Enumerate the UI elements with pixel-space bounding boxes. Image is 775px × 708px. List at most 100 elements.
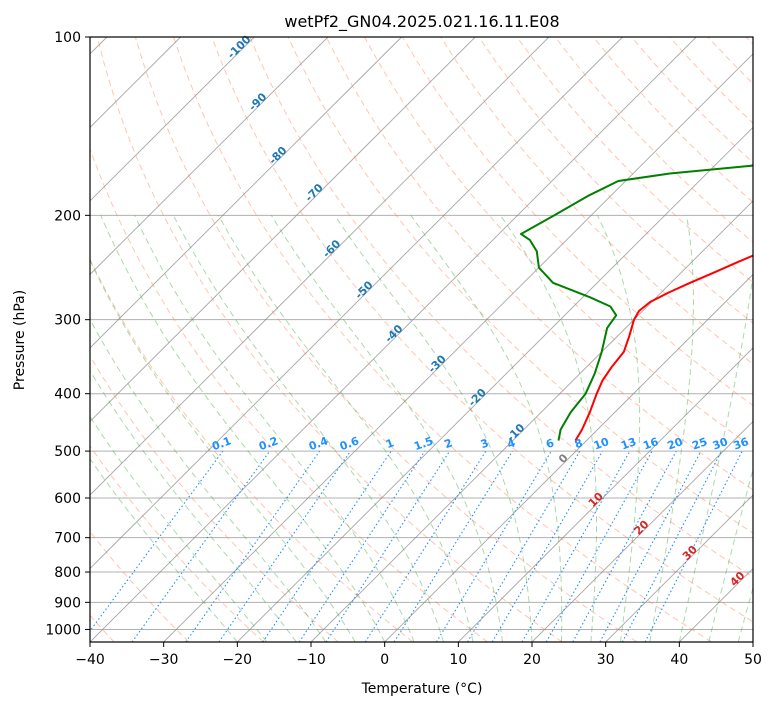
moist-adiabat-line: [90, 457, 238, 642]
mixing-ratio-label: 2: [443, 436, 455, 451]
y-tick-label: 800: [54, 565, 81, 581]
temperature-profile-line: [574, 254, 753, 442]
y-tick-label: 100: [54, 30, 81, 46]
dry-adiabat-line: [516, 37, 753, 284]
isotherm-line: [90, 37, 255, 202]
dry-adiabat-line: [707, 37, 753, 85]
isotherm-line: [458, 347, 753, 642]
dry-adiabat-line: [440, 37, 753, 365]
dry-adiabat-line: [134, 37, 638, 642]
mixing-ratio-label: 0.4: [307, 434, 330, 453]
moist-adiabat-line: [90, 318, 327, 642]
dry-adiabat-line: [554, 37, 753, 243]
dry-adiabat-line: [325, 37, 753, 491]
mixing-ratio-line: [325, 450, 451, 642]
y-tick-label: 1000: [45, 622, 81, 638]
mixing-ratio-label: 13: [619, 435, 638, 452]
moist-adiabat-line: [334, 215, 533, 642]
isotherm-line: [90, 37, 697, 642]
x-tick-label: −10: [296, 652, 326, 668]
mixing-ratio-line: [298, 450, 426, 642]
isotherm-line: [237, 126, 753, 642]
dry-adiabat-line: [90, 530, 190, 642]
mixing-ratio-line: [90, 450, 224, 632]
mixing-ratio-label: 0.2: [257, 434, 280, 453]
mixing-ratio-label: 20: [666, 435, 685, 453]
mixing-ratio-label: 16: [641, 435, 660, 453]
moist-adiabat-line: [134, 215, 415, 642]
y-tick-label: 900: [54, 595, 81, 611]
x-tick-label: −40: [75, 652, 105, 668]
dry-adiabat-label: -80: [266, 144, 289, 167]
mixing-ratio-line: [599, 450, 702, 642]
dry-adiabat-line: [90, 355, 339, 642]
isotherm-line: [90, 37, 329, 276]
dewpoint-profile-line: [520, 164, 753, 441]
dry-adiabat-line: [478, 37, 753, 324]
moist-adiabat-line: [270, 215, 503, 642]
dry-adiabat-label: -30: [426, 352, 449, 375]
mixing-ratio-line: [521, 450, 631, 642]
isotherm-line: [163, 53, 753, 642]
mixing-ratio-label: 10: [592, 435, 611, 453]
moist-adiabat-line: [217, 215, 474, 642]
y-tick-label: 300: [54, 313, 81, 329]
mixing-ratio-label: 30: [711, 435, 730, 453]
dry-adiabat-line: [745, 37, 753, 45]
mixing-ratio-label: 4: [505, 436, 517, 451]
x-tick-label: 20: [523, 652, 541, 668]
mixing-ratio-line: [545, 450, 653, 642]
isotherm-line: [310, 200, 753, 642]
y-tick-label: 700: [54, 531, 81, 547]
dry-adiabat-label: -50: [352, 278, 375, 301]
moist-adiabat-line: [410, 215, 563, 642]
y-axis-label: Pressure (hPa): [12, 290, 28, 390]
y-tick-label: 400: [54, 387, 81, 403]
isotherm-line: [90, 37, 550, 496]
dry-adiabat-line: [96, 37, 563, 642]
dry-adiabat-label: -20: [466, 386, 489, 409]
plot-frame: [89, 36, 754, 643]
x-tick-label: 40: [670, 652, 688, 668]
moist-adiabat-line: [678, 272, 753, 642]
mixing-ratio-line: [491, 450, 604, 642]
dry-adiabat-label: -70: [303, 181, 326, 204]
y-tick-label: 500: [54, 444, 81, 460]
mixing-ratio-label: 8: [573, 436, 585, 451]
mixing-ratio-line: [572, 450, 677, 642]
mixing-ratio-line: [262, 450, 392, 642]
moist-adiabat-line: [90, 415, 268, 642]
x-tick-label: 30: [597, 652, 615, 668]
dry-adiabat-line: [211, 37, 753, 623]
mixing-ratio-label: 1.5: [412, 434, 435, 453]
mixing-ratio-label: 3: [479, 436, 491, 451]
mixing-ratio-line: [467, 450, 581, 642]
moist-adiabat-line: [172, 215, 445, 642]
dry-adiabat-line: [287, 37, 753, 534]
mixing-ratio-line: [185, 450, 321, 642]
isotherm-line: [605, 494, 753, 642]
dry-adiabat-line: [90, 147, 488, 642]
moist-adiabat-label: 10: [586, 490, 606, 510]
mixing-ratio-line: [393, 450, 513, 642]
moist-adiabat-line: [649, 215, 695, 642]
isotherm-line: [531, 420, 753, 642]
x-axis-label: Temperature (°C): [361, 681, 483, 697]
mixing-ratio-label: 1: [384, 436, 396, 451]
mixing-ratio-label: 0.6: [338, 434, 361, 453]
x-tick-label: −20: [223, 652, 253, 668]
mixing-ratio-label: 6: [544, 436, 556, 451]
moist-adiabat-line: [100, 215, 386, 642]
moist-adiabat-line: [499, 215, 597, 642]
x-tick-label: −30: [149, 652, 179, 668]
isotherm-line: [384, 273, 753, 642]
dry-adiabat-line: [173, 37, 712, 642]
isotherm-line: [90, 37, 402, 349]
dry-adiabat-line: [249, 37, 753, 578]
chart-title: wetPf2_GN04.2025.021.16.11.E08: [284, 12, 559, 32]
y-tick-label: 200: [54, 208, 81, 224]
mixing-ratio-label: 36: [732, 435, 751, 453]
isotherm-line: [90, 37, 623, 570]
mixing-ratio-line: [435, 450, 552, 642]
